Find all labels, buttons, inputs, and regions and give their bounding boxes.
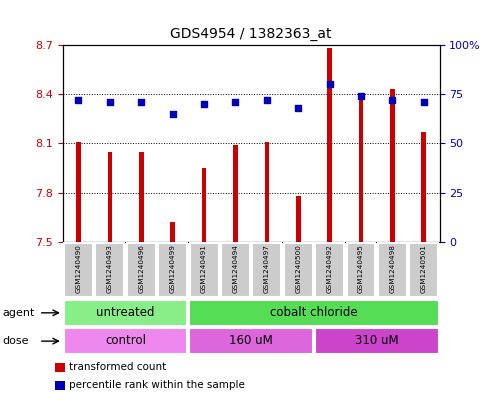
Point <box>106 99 114 105</box>
Bar <box>55 380 65 390</box>
FancyBboxPatch shape <box>347 243 375 297</box>
FancyBboxPatch shape <box>315 328 439 354</box>
Bar <box>202 168 206 242</box>
Point <box>200 101 208 107</box>
Text: GSM1240491: GSM1240491 <box>201 244 207 294</box>
FancyBboxPatch shape <box>64 328 187 354</box>
Text: GSM1240492: GSM1240492 <box>327 244 333 294</box>
FancyBboxPatch shape <box>64 300 187 326</box>
Point <box>138 99 145 105</box>
Point <box>420 99 428 105</box>
FancyBboxPatch shape <box>189 328 313 354</box>
Point <box>74 97 82 103</box>
Text: control: control <box>105 334 146 347</box>
Bar <box>55 362 65 372</box>
Text: agent: agent <box>2 308 35 318</box>
Text: 160 uM: 160 uM <box>229 334 273 347</box>
FancyBboxPatch shape <box>64 243 93 297</box>
Title: GDS4954 / 1382363_at: GDS4954 / 1382363_at <box>170 28 332 41</box>
Bar <box>296 196 300 242</box>
Point <box>295 105 302 111</box>
Text: untreated: untreated <box>96 306 155 319</box>
FancyBboxPatch shape <box>96 243 124 297</box>
Point <box>326 81 333 88</box>
FancyBboxPatch shape <box>158 243 187 297</box>
Bar <box>390 89 395 242</box>
Text: GSM1240498: GSM1240498 <box>389 244 396 294</box>
Point <box>389 97 397 103</box>
Bar <box>327 48 332 242</box>
Text: dose: dose <box>2 336 29 346</box>
FancyBboxPatch shape <box>315 243 344 297</box>
FancyBboxPatch shape <box>253 243 281 297</box>
Text: percentile rank within the sample: percentile rank within the sample <box>70 380 245 390</box>
FancyBboxPatch shape <box>221 243 250 297</box>
Text: GSM1240496: GSM1240496 <box>138 244 144 294</box>
Bar <box>265 142 269 242</box>
Bar <box>139 152 143 242</box>
Bar <box>108 152 112 242</box>
FancyBboxPatch shape <box>127 243 156 297</box>
Text: GSM1240499: GSM1240499 <box>170 244 176 294</box>
Point <box>357 93 365 99</box>
Point <box>263 97 271 103</box>
Bar <box>422 132 426 242</box>
FancyBboxPatch shape <box>284 243 313 297</box>
FancyBboxPatch shape <box>378 243 407 297</box>
Text: GSM1240495: GSM1240495 <box>358 244 364 294</box>
Text: 310 uM: 310 uM <box>355 334 398 347</box>
Text: GSM1240497: GSM1240497 <box>264 244 270 294</box>
Text: GSM1240490: GSM1240490 <box>75 244 82 294</box>
Bar <box>76 142 81 242</box>
Point <box>169 111 177 117</box>
Text: cobalt chloride: cobalt chloride <box>270 306 358 319</box>
Text: GSM1240500: GSM1240500 <box>295 244 301 294</box>
FancyBboxPatch shape <box>189 300 439 326</box>
FancyBboxPatch shape <box>410 243 438 297</box>
FancyBboxPatch shape <box>190 243 218 297</box>
Bar <box>233 145 238 242</box>
Bar <box>359 94 363 242</box>
Text: transformed count: transformed count <box>70 362 167 372</box>
Text: GSM1240494: GSM1240494 <box>232 244 239 294</box>
Bar <box>170 222 175 242</box>
Text: GSM1240493: GSM1240493 <box>107 244 113 294</box>
Text: GSM1240501: GSM1240501 <box>421 244 427 294</box>
Point <box>232 99 240 105</box>
